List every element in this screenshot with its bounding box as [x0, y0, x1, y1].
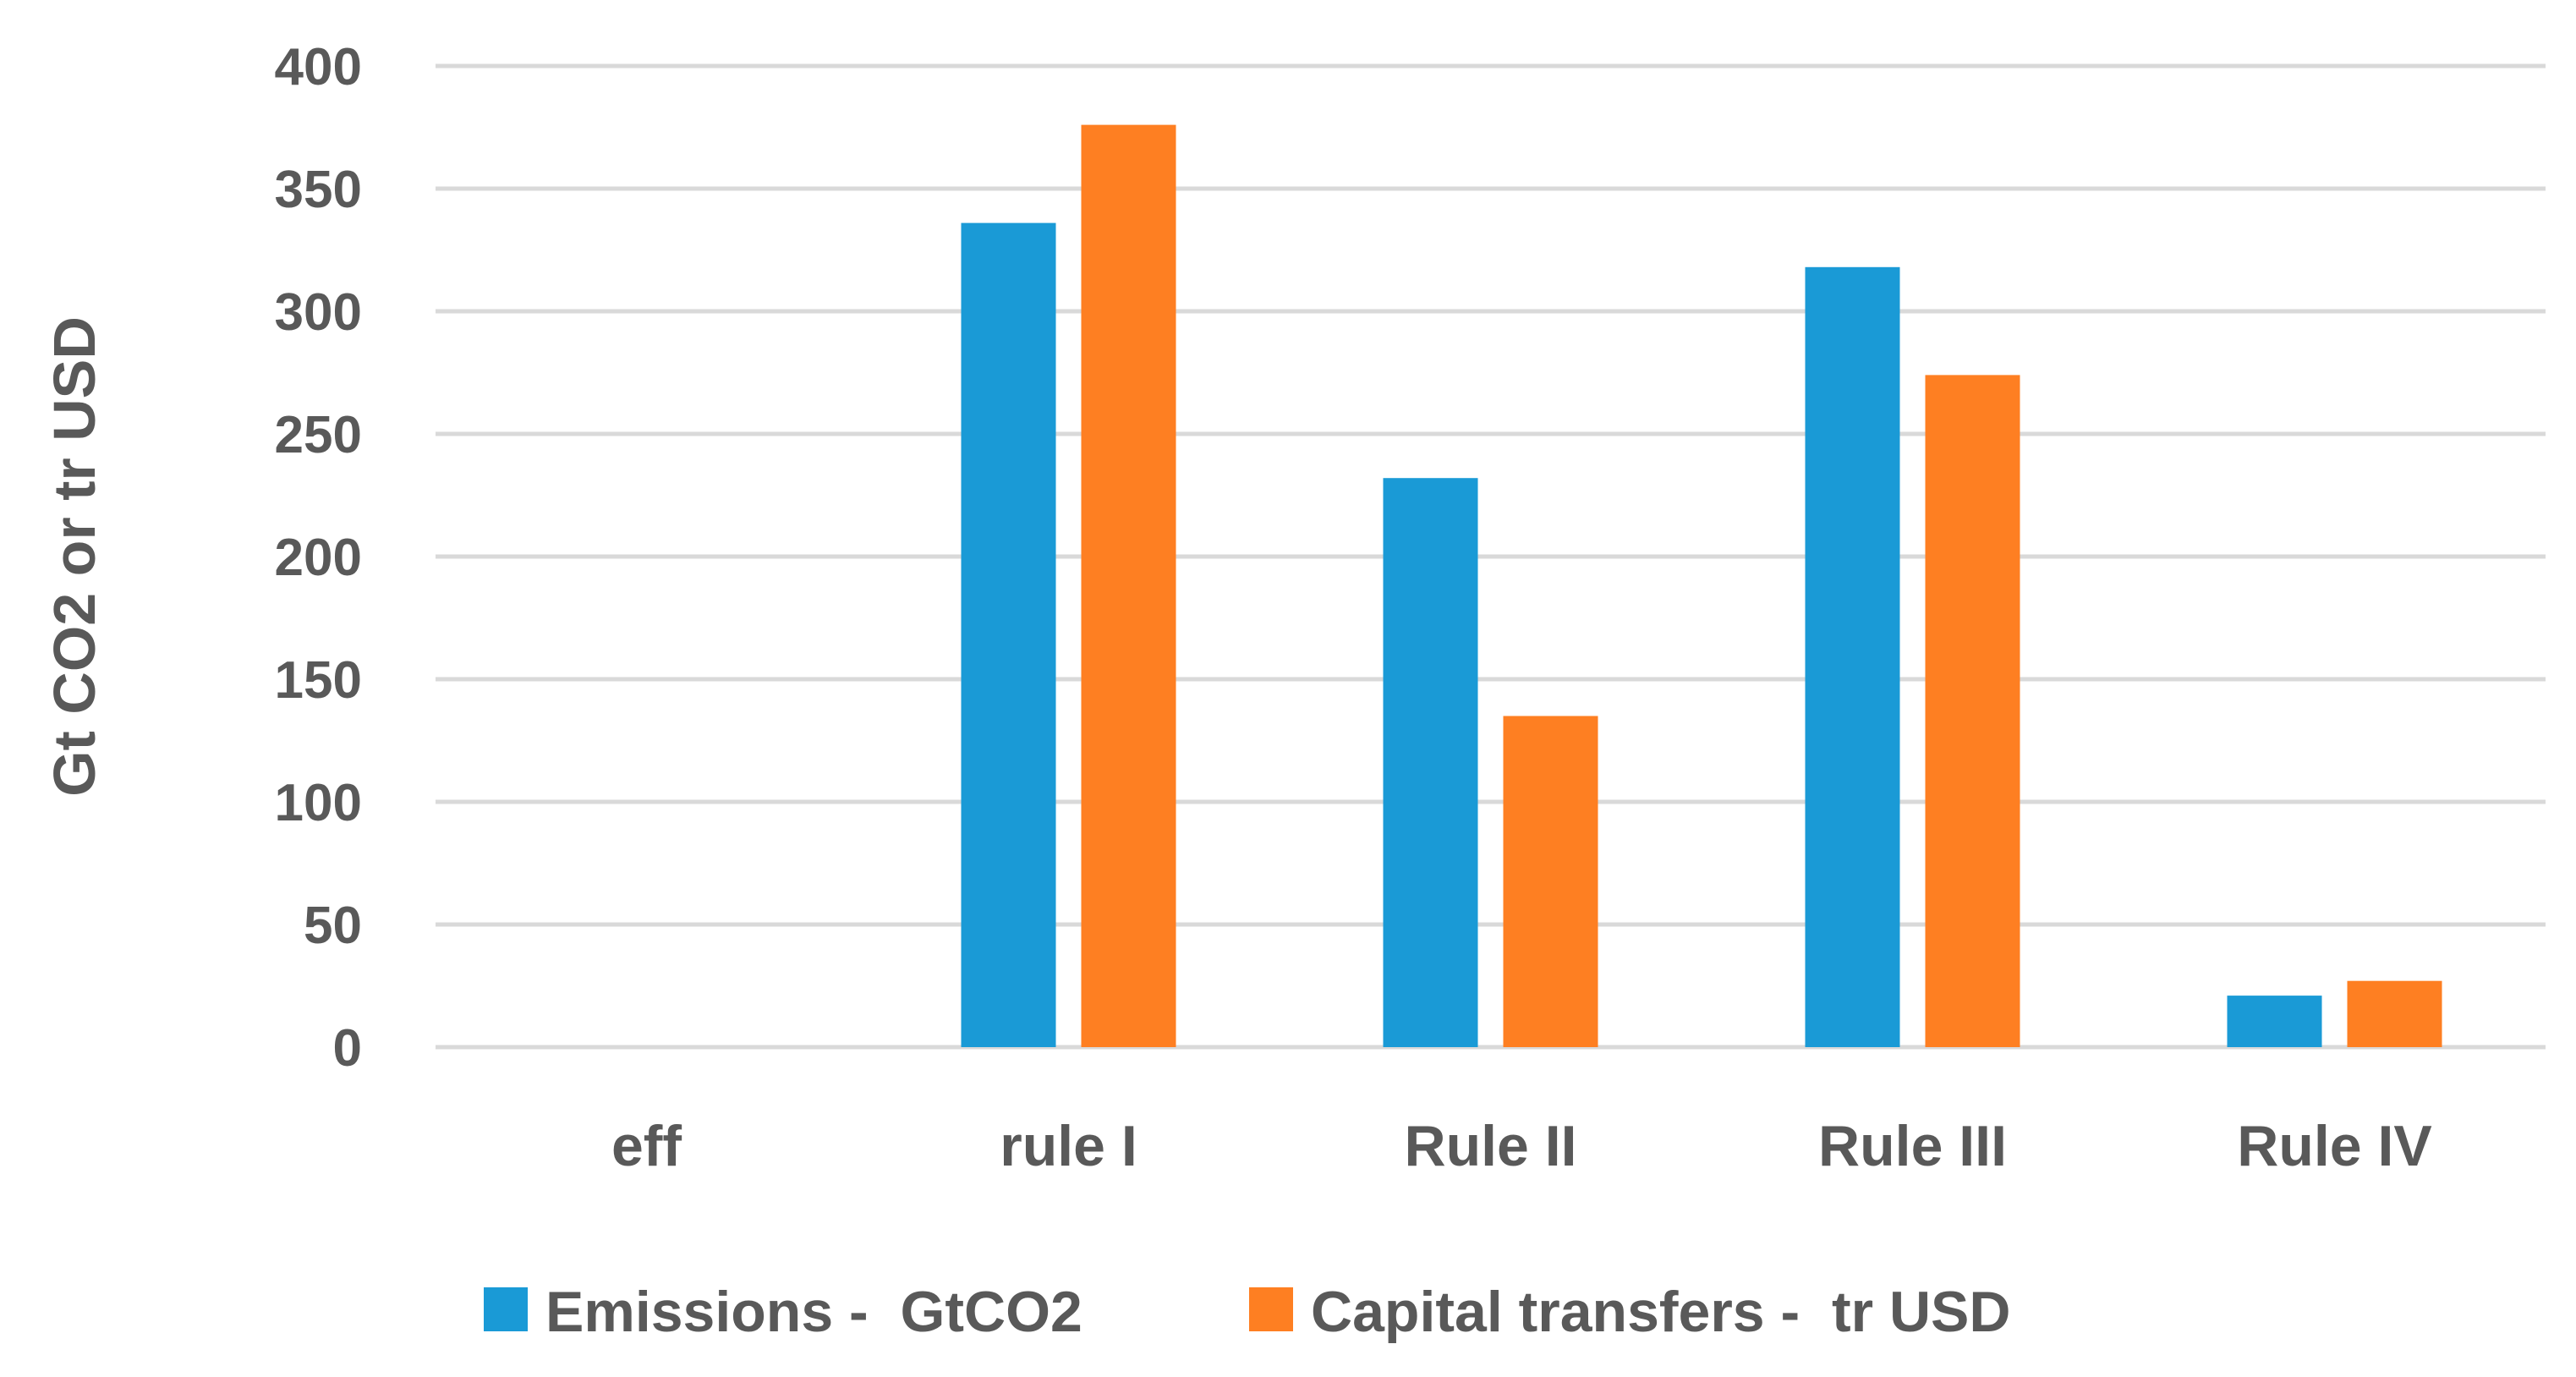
bar-capital-transfers-3 — [1925, 375, 2020, 1047]
gridlines — [436, 63, 2546, 1050]
x-tick-label: eff — [611, 1114, 682, 1178]
bar-capital-transfers-2 — [1503, 716, 1598, 1047]
y-tick-label: 100 — [275, 774, 362, 832]
y-tick-label: 300 — [275, 283, 362, 342]
bars — [961, 124, 2442, 1048]
x-tick-label: Rule II — [1404, 1114, 1576, 1178]
x-axis-ticks: eff rule I Rule II Rule III Rule IV — [611, 1114, 2432, 1178]
y-axis-label: Gt CO2 or tr USD — [41, 316, 107, 797]
y-tick-label: 0 — [333, 1019, 362, 1078]
y-tick-label: 250 — [275, 406, 362, 464]
y-tick-label: 150 — [275, 651, 362, 710]
bar-capital-transfers-1 — [1081, 124, 1176, 1048]
y-axis-ticks: 0 50 100 150 200 250 300 350 400 — [275, 38, 362, 1078]
legend-label: Emissions - GtCO2 — [545, 1280, 1082, 1344]
bar-emissions-2 — [1383, 478, 1478, 1047]
x-tick-label: Rule III — [1818, 1114, 2007, 1178]
y-tick-label: 200 — [275, 529, 362, 587]
y-tick-label: 350 — [275, 161, 362, 219]
bar-emissions-4 — [2227, 996, 2322, 1047]
y-tick-label: 400 — [275, 38, 362, 96]
legend: Emissions - GtCO2 Capital transfers - tr … — [484, 1280, 2011, 1344]
x-tick-label: rule I — [1000, 1114, 1137, 1178]
bar-capital-transfers-4 — [2347, 980, 2442, 1047]
bar-emissions-1 — [961, 222, 1056, 1048]
x-tick-label: Rule IV — [2237, 1114, 2432, 1178]
y-tick-label: 50 — [304, 897, 362, 955]
legend-swatch — [484, 1287, 528, 1331]
bar-emissions-3 — [1805, 266, 1900, 1047]
legend-swatch — [1249, 1287, 1293, 1331]
legend-label: Capital transfers - tr USD — [1311, 1280, 2011, 1344]
